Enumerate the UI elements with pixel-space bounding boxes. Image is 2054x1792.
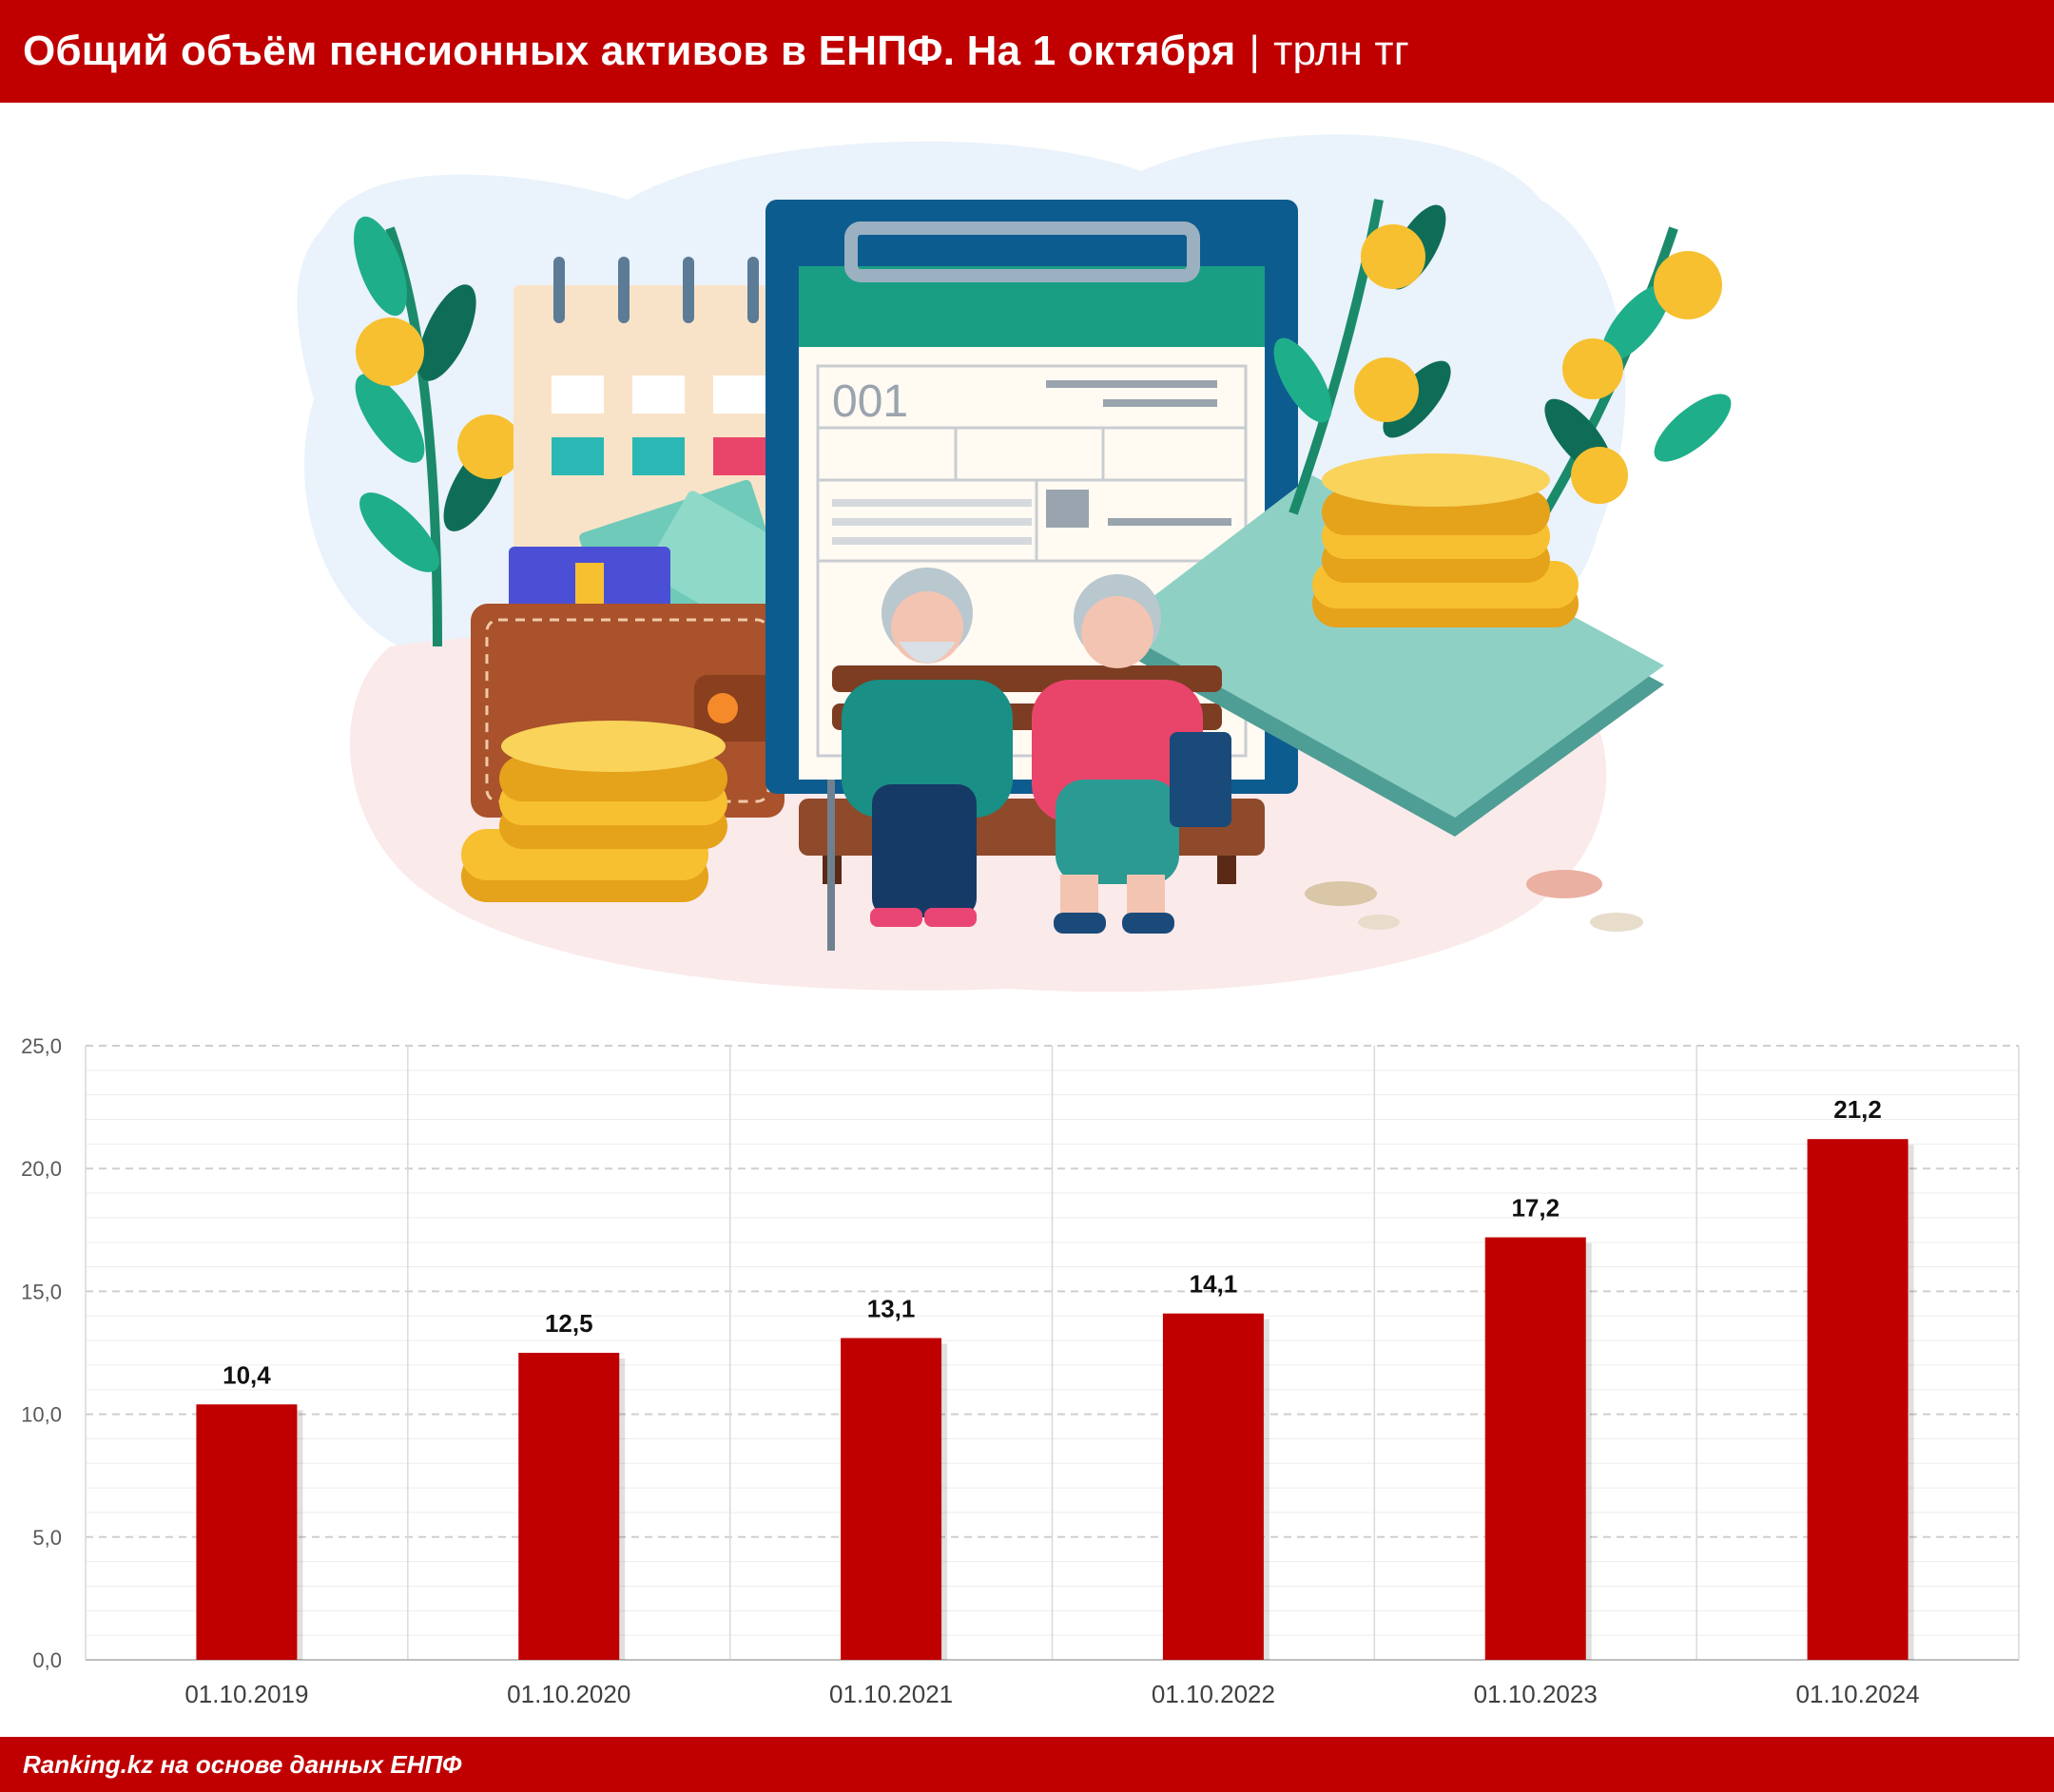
- bar: [841, 1338, 942, 1660]
- chart-title: Общий объём пенсионных активов в ЕНПФ. Н…: [23, 28, 1409, 75]
- coin-stack-left: [461, 721, 727, 902]
- chart-grid: [85, 1045, 2020, 1661]
- bar: [196, 1404, 298, 1660]
- pebble: [1526, 870, 1602, 898]
- x-tick-label: 01.10.2020: [507, 1680, 630, 1708]
- left-plant: [354, 216, 522, 647]
- bar: [1162, 1313, 1264, 1660]
- bar-value-label: 13,1: [867, 1294, 916, 1322]
- banknote-stack-right: [1113, 475, 1664, 837]
- bar: [1484, 1237, 1586, 1660]
- pebble: [1305, 881, 1377, 906]
- y-tick-label: 15,0: [21, 1280, 62, 1303]
- x-axis-labels: 01.10.2019 01.10.2020 01.10.2021 01.10.2022…: [184, 1680, 1919, 1708]
- bar-value-label: 14,1: [1190, 1270, 1238, 1299]
- chart-bars: [196, 1139, 1914, 1660]
- y-tick-label: 20,0: [21, 1157, 62, 1181]
- bar-chart: 0,05,010,015,020,025,0 10,412,513,114,11…: [21, 1034, 2020, 1708]
- title-unit: трлн тг: [1273, 28, 1410, 74]
- bar: [1807, 1139, 1909, 1660]
- pension-illustration: 001: [297, 134, 1732, 992]
- data-labels: 10,4 12,5 13,1 14,1 17,2 21,2: [223, 1095, 1882, 1389]
- header-bar: Общий объём пенсионных активов в ЕНПФ. Н…: [0, 0, 2054, 103]
- x-tick-label: 01.10.2023: [1474, 1680, 1598, 1708]
- source-note: Ranking.kz на основе данных ЕНПФ: [23, 1749, 462, 1779]
- grandma: [1032, 574, 1231, 934]
- form-number: 001: [832, 376, 908, 427]
- bar-value-label: 17,2: [1511, 1194, 1560, 1223]
- pebble: [1590, 913, 1643, 932]
- y-tick-label: 5,0: [32, 1526, 62, 1550]
- bar-value-label: 21,2: [1833, 1095, 1882, 1124]
- title-text: Общий объём пенсионных активов в ЕНПФ. Н…: [23, 28, 1236, 74]
- coin-stack-right: [1312, 453, 1579, 627]
- bar: [518, 1353, 620, 1660]
- x-tick-label: 01.10.2021: [829, 1680, 953, 1708]
- y-tick-label: 0,0: [32, 1648, 62, 1672]
- bar-value-label: 10,4: [223, 1360, 271, 1389]
- right-plants: [1273, 199, 1732, 554]
- y-tick-label: 25,0: [21, 1034, 62, 1058]
- pebble: [1358, 915, 1400, 930]
- y-axis-ticks: 0,0 5,0 10,0 15,0 20,0 25,0: [21, 1034, 62, 1672]
- x-tick-label: 01.10.2019: [184, 1680, 308, 1708]
- x-tick-label: 01.10.2024: [1796, 1680, 1920, 1708]
- y-tick-label: 10,0: [21, 1403, 62, 1427]
- x-tick-label: 01.10.2022: [1152, 1680, 1275, 1708]
- footer-bar: Ranking.kz на основе данных ЕНПФ: [0, 1737, 2054, 1792]
- grandpa: [827, 568, 1013, 951]
- title-separator: |: [1249, 28, 1261, 74]
- bar-value-label: 12,5: [545, 1309, 593, 1338]
